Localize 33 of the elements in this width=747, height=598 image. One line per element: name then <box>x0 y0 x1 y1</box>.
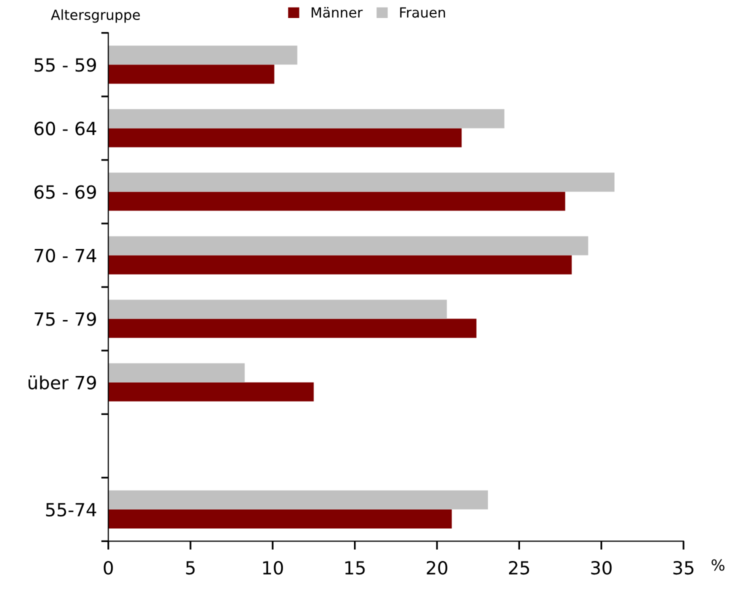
bar <box>108 128 462 148</box>
bar <box>108 318 476 338</box>
x-tick-label: 15 <box>345 561 365 575</box>
x-tick-label: 35 <box>673 560 694 575</box>
bar <box>108 382 314 402</box>
bar <box>108 363 245 382</box>
x-tick-label: 30 <box>591 560 612 575</box>
y-tick-label: 55-74 <box>46 503 96 517</box>
x-tick-label: 25 <box>509 560 530 575</box>
y-tick-label: 55 - 59 <box>34 58 96 72</box>
bar <box>108 46 298 65</box>
y-tick-label: 60 - 64 <box>34 122 96 136</box>
bar <box>108 255 572 274</box>
bar <box>108 509 452 528</box>
bar <box>108 236 588 256</box>
legend-label: Frauen <box>400 7 445 18</box>
y-tick-label: 70 - 74 <box>34 248 96 262</box>
x-tick-label: 10 <box>263 560 283 575</box>
bar <box>108 64 274 84</box>
x-tick-label: 20 <box>426 560 448 575</box>
bar <box>108 490 488 510</box>
legend-label: Männer <box>312 6 363 18</box>
y-tick-label: über 79 <box>28 375 96 390</box>
y-axis-title: Altersgruppe <box>50 9 140 23</box>
y-tick-label: 65 - 69 <box>34 185 96 199</box>
bar <box>108 300 447 319</box>
x-tick-label: 5 <box>186 561 195 575</box>
bar <box>108 192 566 211</box>
bar <box>108 172 614 192</box>
x-axis-title: % <box>712 559 724 571</box>
y-tick-label: 75 - 79 <box>34 312 96 326</box>
x-tick-label: 0 <box>104 560 113 575</box>
bar <box>108 109 504 128</box>
